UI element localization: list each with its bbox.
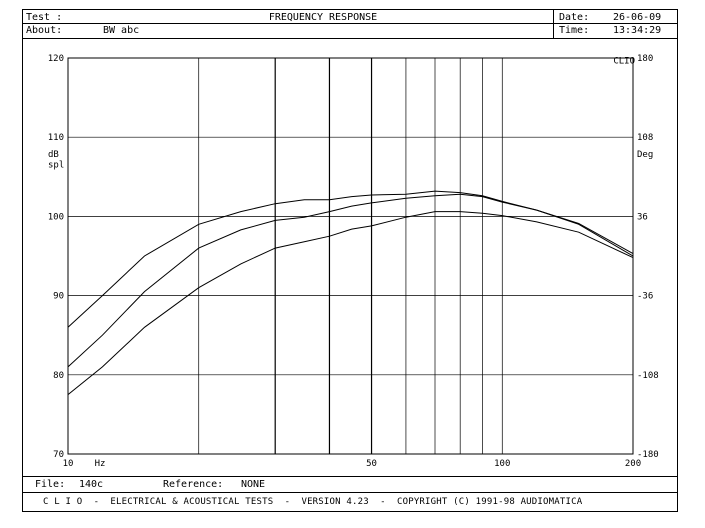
test-label: Test : — [26, 12, 63, 23]
left-tick-label: 100 — [48, 212, 64, 222]
left-tick-label: 120 — [48, 54, 64, 64]
header-divider — [553, 10, 554, 38]
left-tick-label: 80 — [53, 371, 64, 381]
date-value: 26-06-09 — [613, 12, 662, 23]
header-rule — [23, 23, 553, 24]
footer-text: C L I O - ELECTRICAL & ACOUSTICAL TESTS … — [43, 497, 583, 507]
about-value: BW abc — [103, 25, 140, 36]
clio-report-frame: Test : About: BW abc FREQUENCY RESPONSE … — [22, 9, 678, 512]
header-rule-right — [553, 23, 677, 24]
right-tick-label: -108 — [637, 371, 659, 381]
clio-corner-label: CLIO — [613, 57, 635, 67]
left-tick-label: 110 — [48, 133, 64, 143]
right-tick-label: -180 — [637, 450, 659, 460]
time-label: Time: — [559, 25, 590, 36]
reference-value: NONE — [241, 479, 266, 490]
x-tick-label: 10 — [63, 459, 74, 469]
response-curve-3 — [67, 211, 634, 395]
response-curve-1 — [67, 190, 634, 328]
file-label: File: — [35, 479, 66, 490]
left-tick-label: 90 — [53, 292, 64, 302]
left-unit-label: spl — [48, 160, 64, 170]
file-info-bar: File: 140c Reference: NONE — [23, 476, 677, 493]
right-tick-label: -36 — [637, 292, 653, 302]
right-unit-label: Deg — [637, 150, 653, 160]
time-value: 13:34:29 — [613, 25, 662, 36]
response-curve-2 — [67, 193, 634, 368]
copyright-footer: C L I O - ELECTRICAL & ACOUSTICAL TESTS … — [23, 494, 677, 510]
reference-label: Reference: — [163, 479, 224, 490]
left-unit-label: dB — [48, 150, 59, 160]
x-tick-label: 200 — [625, 459, 641, 469]
right-tick-label: 108 — [637, 133, 653, 143]
left-tick-label: 70 — [53, 450, 64, 460]
plot-border — [67, 57, 634, 455]
about-label: About: — [26, 25, 63, 36]
report-header: Test : About: BW abc FREQUENCY RESPONSE … — [23, 10, 677, 39]
date-label: Date: — [559, 12, 590, 23]
x-tick-label: 50 — [366, 459, 377, 469]
x-tick-label: 100 — [494, 459, 510, 469]
file-value: 140c — [79, 479, 104, 490]
right-tick-label: 36 — [637, 212, 648, 222]
report-title: FREQUENCY RESPONSE — [268, 12, 378, 23]
x-unit-label: Hz — [95, 459, 106, 469]
right-tick-label: 180 — [637, 54, 653, 64]
